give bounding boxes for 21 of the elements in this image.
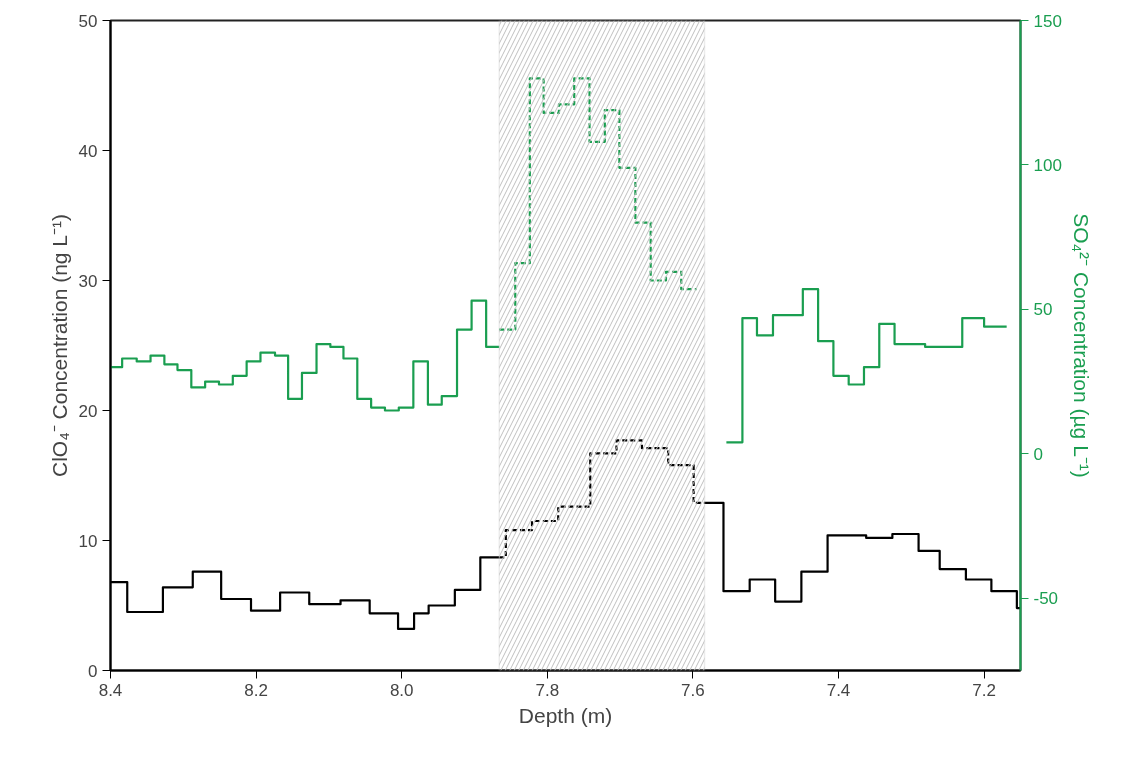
x-axis-title: Depth (m) bbox=[518, 703, 613, 727]
x-tick-label: 7.4 bbox=[826, 680, 851, 700]
y-tick-label: 50 bbox=[78, 11, 98, 31]
x-tick-label: 7.2 bbox=[972, 680, 996, 700]
y2-tick-label: 50 bbox=[1033, 300, 1053, 320]
y2-axis-title: SO₄²⁻ Concentration (µg L⁻¹) bbox=[1069, 213, 1093, 478]
y-tick-label: 0 bbox=[88, 661, 98, 681]
x-tick-label: 8.4 bbox=[98, 680, 123, 700]
y-tick-label: 40 bbox=[78, 141, 98, 161]
x-tick-label: 7.6 bbox=[681, 680, 705, 700]
x-tick-label: 8.2 bbox=[244, 680, 268, 700]
x-tick-label: 8.0 bbox=[389, 680, 414, 700]
y-axis-title: ClO₄⁻ Concentration (ng L⁻¹) bbox=[47, 213, 71, 477]
y2-tick-label: 150 bbox=[1033, 11, 1062, 31]
y-tick-label: 10 bbox=[78, 531, 98, 551]
y-tick-label: 20 bbox=[78, 401, 98, 421]
y2-tick-label: 0 bbox=[1033, 444, 1043, 464]
y-tick-label: 30 bbox=[78, 271, 98, 291]
y2-tick-label: -50 bbox=[1033, 589, 1059, 609]
y2-tick-label: 100 bbox=[1033, 155, 1062, 175]
x-tick-label: 7.8 bbox=[535, 680, 560, 700]
